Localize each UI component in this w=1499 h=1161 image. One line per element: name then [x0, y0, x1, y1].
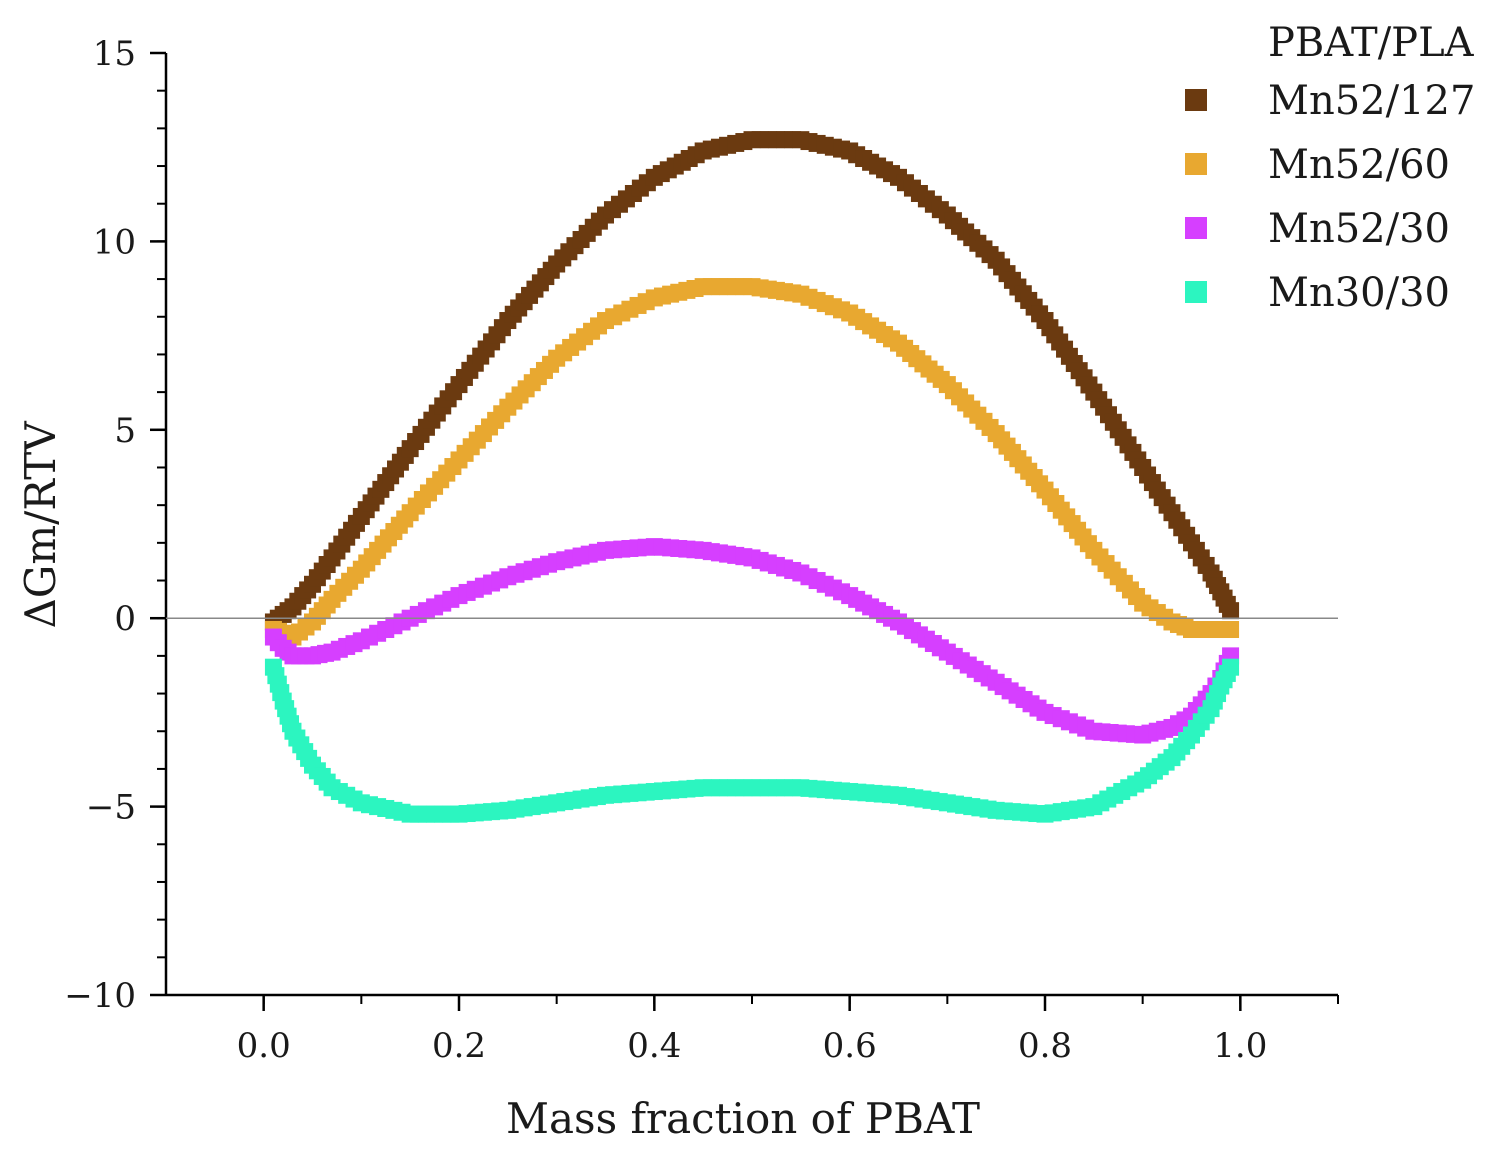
y-tick-label: 15: [93, 34, 136, 74]
y-axis-title: ΔGm/RTV: [16, 421, 65, 629]
legend-marker: [1185, 281, 1207, 303]
data-point: [1222, 658, 1240, 676]
series-mn52-30: [264, 538, 1240, 744]
series-mn30-30: [264, 658, 1240, 823]
y-tick-label: 5: [114, 411, 136, 451]
x-tick-label: 0.6: [823, 1026, 877, 1066]
y-tick-label: −10: [64, 976, 136, 1016]
y-tick-label: 0: [114, 599, 136, 639]
legend-marker: [1185, 153, 1207, 175]
x-tick-label: 0.4: [627, 1026, 681, 1066]
series-mn52-127: [264, 131, 1240, 631]
legend-title: PBAT/PLA: [1268, 20, 1475, 66]
legend-entry: Mn30/30: [1268, 270, 1450, 316]
y-tick-label: 10: [93, 222, 136, 262]
legend: PBAT/PLA Mn52/127 Mn52/60 Mn52/30 Mn30/30: [1185, 20, 1475, 316]
data-point: [1222, 602, 1240, 620]
x-tick-label: 1.0: [1213, 1026, 1267, 1066]
x-tick-label: 0.0: [237, 1026, 291, 1066]
legend-entry: Mn52/60: [1268, 142, 1450, 188]
x-tick-label: 0.8: [1018, 1026, 1072, 1066]
data-point: [1222, 621, 1240, 639]
y-tick-label: −5: [86, 788, 136, 828]
x-axis-title: Mass fraction of PBAT: [506, 1094, 980, 1143]
legend-marker: [1185, 217, 1207, 239]
axes: 0.0 0.2 0.4 0.6 0.8 1.0 −10 −5 0 5 10 15: [64, 34, 1339, 1066]
plot-area: [264, 131, 1240, 823]
legend-marker: [1185, 89, 1207, 111]
legend-entry: Mn52/127: [1268, 78, 1475, 124]
legend-entry: Mn52/30: [1268, 206, 1450, 252]
x-tick-label: 0.2: [432, 1026, 486, 1066]
